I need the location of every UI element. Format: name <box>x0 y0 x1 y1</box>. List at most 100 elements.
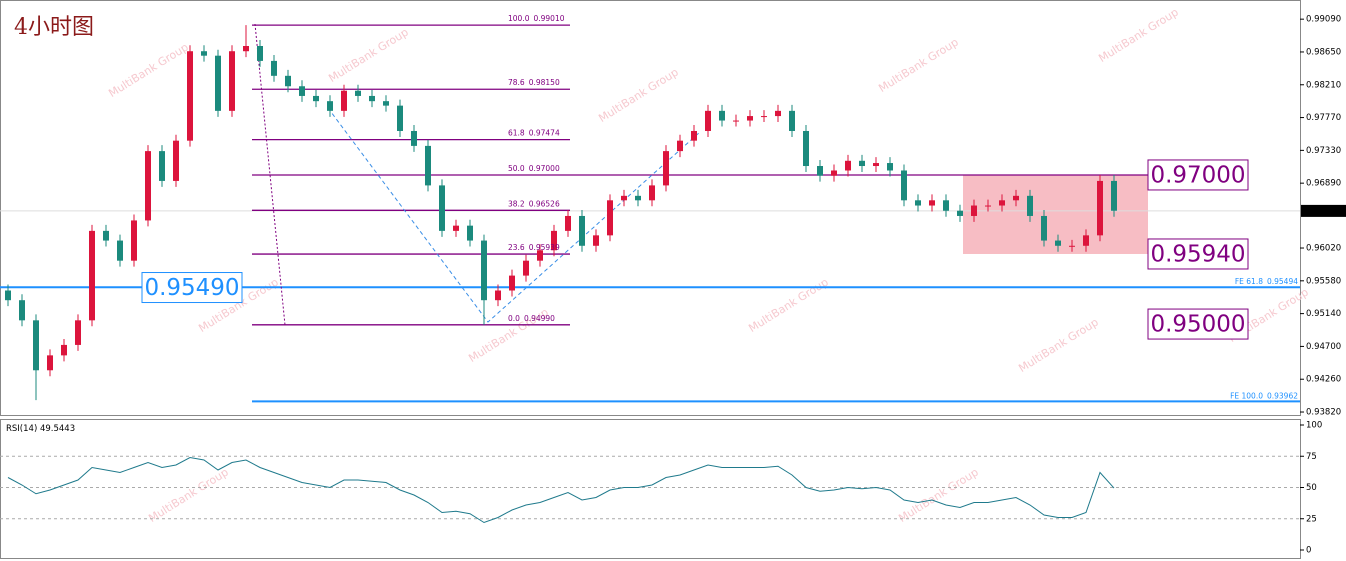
candle-body <box>663 151 669 186</box>
candle-body <box>761 116 767 118</box>
candle-body <box>131 220 137 261</box>
rsi-tick-label: 100 <box>1306 421 1322 431</box>
candle-body <box>719 110 725 121</box>
candle-body <box>187 51 193 141</box>
fib-label: 50.0 0.97000 <box>508 164 560 173</box>
candle-body <box>523 260 529 276</box>
swing-line <box>327 107 701 323</box>
price-box <box>1147 308 1249 340</box>
candle-body <box>929 200 935 206</box>
candle-body <box>747 116 753 121</box>
candle-body <box>971 205 977 216</box>
candle-body <box>999 200 1005 206</box>
candle-body <box>243 46 249 52</box>
watermark: MultiBank Group <box>1016 316 1101 376</box>
y-tick-label: 0.96020 <box>1306 244 1341 254</box>
rsi-tick-label: 25 <box>1306 514 1317 524</box>
candle-body <box>173 140 179 181</box>
rsi-tick-label: 75 <box>1306 452 1317 462</box>
rsi-value: 49.5443 <box>40 424 75 434</box>
fib-price: 0.98150 <box>529 78 560 87</box>
candle-body <box>817 166 823 176</box>
candle-body <box>355 90 361 96</box>
candle-body <box>257 46 263 61</box>
y-tick-label: 0.94260 <box>1306 375 1341 385</box>
watermark: MultiBank Group <box>1096 6 1181 66</box>
candle-body <box>1083 235 1089 246</box>
candle-body <box>635 195 641 201</box>
candle-body <box>607 200 613 236</box>
fib-price: 0.99010 <box>533 14 564 23</box>
candle-body <box>509 275 515 291</box>
fib-label: 23.6 0.95939 <box>508 243 560 252</box>
candle-body <box>19 300 25 321</box>
candle-body <box>467 225 473 241</box>
candle-body <box>649 185 655 201</box>
price-box-label: 0.97000 <box>1150 162 1245 188</box>
candle-body <box>565 215 571 231</box>
candle-body <box>299 86 305 96</box>
candle-body <box>1055 240 1061 246</box>
candle-body <box>943 200 949 211</box>
candle-body <box>1111 180 1117 211</box>
candle-body <box>803 130 809 167</box>
fib-price: 0.95939 <box>529 243 560 252</box>
fib-level: 78.6 <box>508 78 525 87</box>
candle-body <box>271 60 277 76</box>
candle-body <box>1027 195 1033 216</box>
fib-price: 0.97474 <box>529 129 560 138</box>
labels-layer: 0.99090 0.98650 0.98210 0.97770 0.97330 0.968… <box>141 14 1346 418</box>
rsi-tick-label: 50 <box>1306 483 1317 493</box>
candle-body <box>61 344 67 356</box>
candle-body <box>789 110 795 131</box>
rsi-line <box>7 456 1115 524</box>
fib-level: 61.8 <box>508 129 525 138</box>
candle-body <box>285 75 291 87</box>
fe-price: 0.95494 <box>1267 277 1298 286</box>
y-tick-label: 0.99090 <box>1306 15 1341 25</box>
watermark: MultiBank Group <box>746 276 831 336</box>
fib-level: 23.6 <box>508 243 525 252</box>
y-tick-label: 0.93820 <box>1306 408 1341 418</box>
rsi-title: RSI(14) 49.5443 <box>6 424 75 434</box>
candle-body <box>887 163 893 171</box>
candle-body <box>75 320 81 345</box>
candle-body <box>383 101 389 106</box>
candle-body <box>103 230 109 241</box>
candle-body <box>369 95 375 102</box>
candle-body <box>439 185 445 231</box>
fib-price: 0.97000 <box>529 164 560 173</box>
candle-body <box>537 250 543 261</box>
candle-body <box>845 160 851 171</box>
y-tick-label: 0.94700 <box>1306 342 1341 352</box>
fib-label: 61.8 0.97474 <box>508 129 560 138</box>
candle-body <box>775 110 781 117</box>
candle-body <box>159 151 165 181</box>
fib-level: 38.2 <box>508 199 525 208</box>
fe-name: FE 100.0 <box>1230 391 1263 400</box>
candles <box>5 25 1117 401</box>
candle-body <box>873 163 879 167</box>
fib-level: 100.0 <box>508 14 530 23</box>
fe-price: 0.93962 <box>1267 391 1298 400</box>
candle-body <box>915 200 921 206</box>
candle-body <box>481 240 487 301</box>
left-price-box <box>141 272 243 304</box>
candle-body <box>621 195 627 201</box>
candle-body <box>705 110 711 131</box>
fib-price: 0.94990 <box>524 314 555 323</box>
y-tick-label: 0.95140 <box>1306 309 1341 319</box>
candle-body <box>1069 245 1075 247</box>
watermark: MultiBank Group <box>876 36 961 96</box>
candle-body <box>1041 215 1047 241</box>
fib-level: 0.0 <box>508 314 520 323</box>
candle-body <box>117 240 123 261</box>
candle-body <box>145 151 151 221</box>
candle-body <box>733 120 739 122</box>
fib-level: 50.0 <box>508 164 525 173</box>
y-tick-label: 0.98210 <box>1306 80 1341 90</box>
candle-body <box>453 225 459 231</box>
candle-body <box>901 170 907 201</box>
